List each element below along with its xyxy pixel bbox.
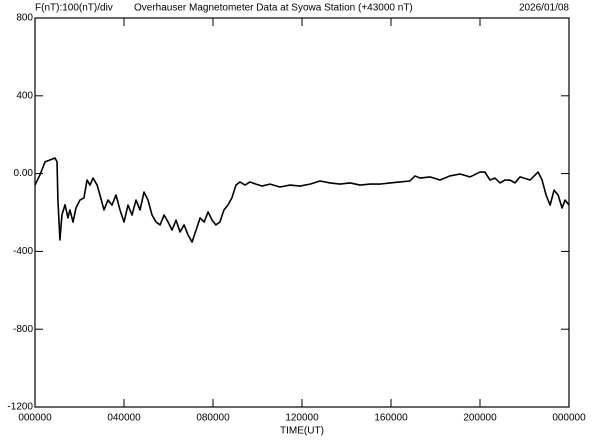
y-tick-label: -400 bbox=[13, 246, 33, 257]
x-tick-label: 000000 bbox=[552, 413, 586, 424]
x-tick-label: 040000 bbox=[107, 413, 141, 424]
plot-frame bbox=[34, 17, 570, 408]
x-axis-label: TIME(UT) bbox=[280, 426, 324, 437]
x-tick-label: 200000 bbox=[463, 413, 497, 424]
y-tick-label: 0.00 bbox=[14, 168, 34, 179]
x-tick-label: 120000 bbox=[285, 413, 319, 424]
y-tick-label: 800 bbox=[16, 13, 33, 24]
chart-date: 2026/01/08 bbox=[519, 3, 569, 14]
y-tick-label: -800 bbox=[13, 324, 33, 335]
x-tick-label: 000000 bbox=[18, 413, 52, 424]
chart-title: Overhauser Magnetometer Data at Syowa St… bbox=[134, 3, 413, 14]
y-tick-label: 400 bbox=[16, 90, 33, 101]
x-tick-label: 080000 bbox=[196, 413, 230, 424]
data-line bbox=[34, 157, 570, 243]
x-tick-label: 160000 bbox=[374, 413, 408, 424]
chart-subtitle: F(nT):100(nT)/div bbox=[35, 3, 113, 14]
y-tick-label: -1200 bbox=[7, 402, 33, 413]
